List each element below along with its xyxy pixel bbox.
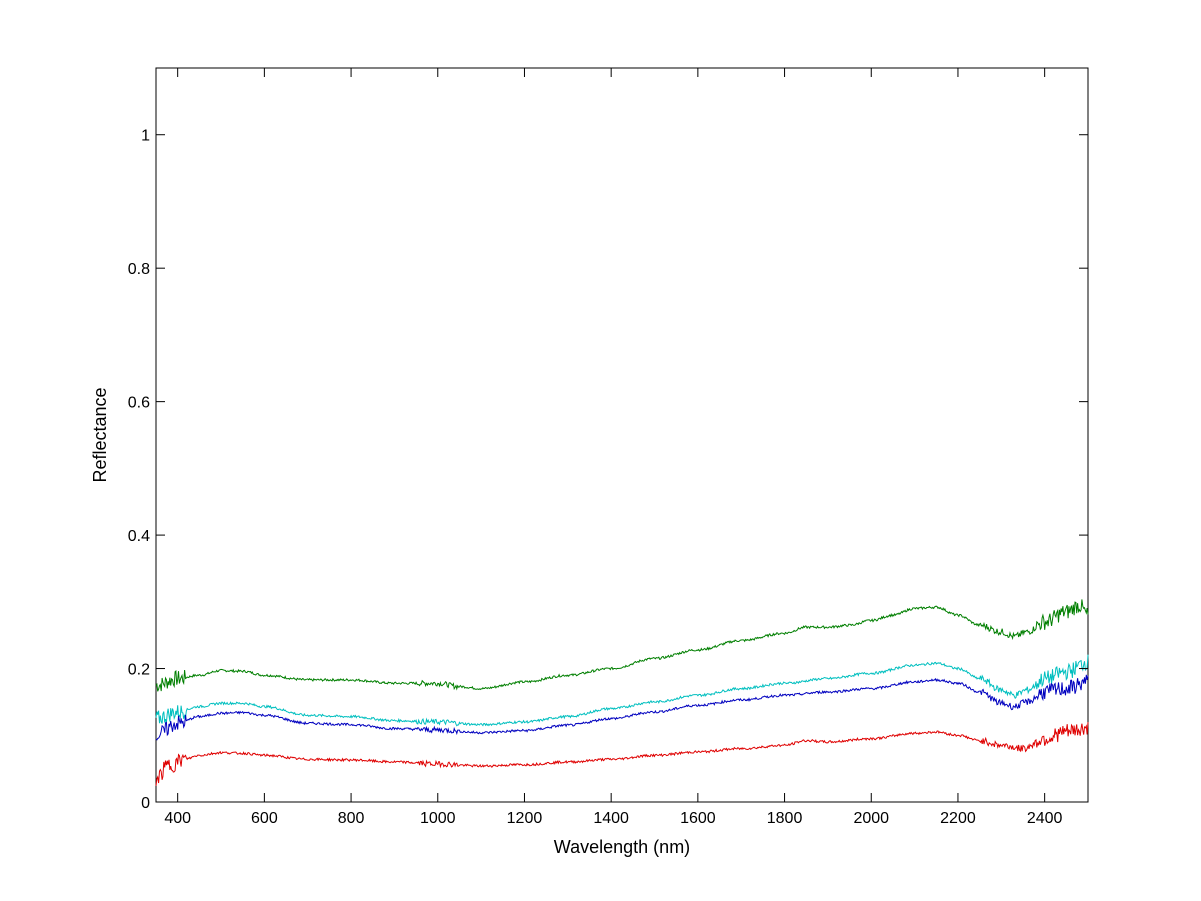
- series-line-1: [155, 599, 1089, 692]
- series-line-2: [155, 654, 1089, 727]
- y-tick-label: 1: [141, 128, 150, 145]
- y-axis-label: Reflectance: [90, 387, 110, 482]
- series-line-4: [155, 722, 1089, 786]
- x-tick-label: 600: [251, 810, 278, 827]
- x-tick-label: 1600: [680, 810, 716, 827]
- y-tick-label: 0.8: [128, 261, 150, 278]
- y-tick-label: 0.4: [128, 528, 150, 545]
- x-tick-label: 2200: [940, 810, 976, 827]
- plot-area: [155, 67, 1089, 803]
- x-tick-label: 2000: [853, 810, 889, 827]
- y-tick-label: 0: [141, 795, 150, 812]
- series-line-3: [155, 674, 1089, 741]
- y-tick-label: 0.2: [128, 662, 150, 679]
- tick-group: 400 600 800 1000 1200 1400 1600 1800 2000 2200 240…: [128, 68, 1088, 827]
- x-tick-label: 1400: [593, 810, 629, 827]
- x-tick-label: 800: [338, 810, 365, 827]
- x-tick-label: 400: [164, 810, 191, 827]
- y-tick-label: 0.6: [128, 395, 150, 412]
- series-group: [155, 599, 1089, 786]
- x-tick-label: 1800: [767, 810, 803, 827]
- x-axis-label: Wavelength (nm): [554, 837, 690, 857]
- x-tick-label: 1000: [420, 810, 456, 827]
- x-tick-label: 2400: [1027, 810, 1063, 827]
- x-tick-label: 1200: [507, 810, 543, 827]
